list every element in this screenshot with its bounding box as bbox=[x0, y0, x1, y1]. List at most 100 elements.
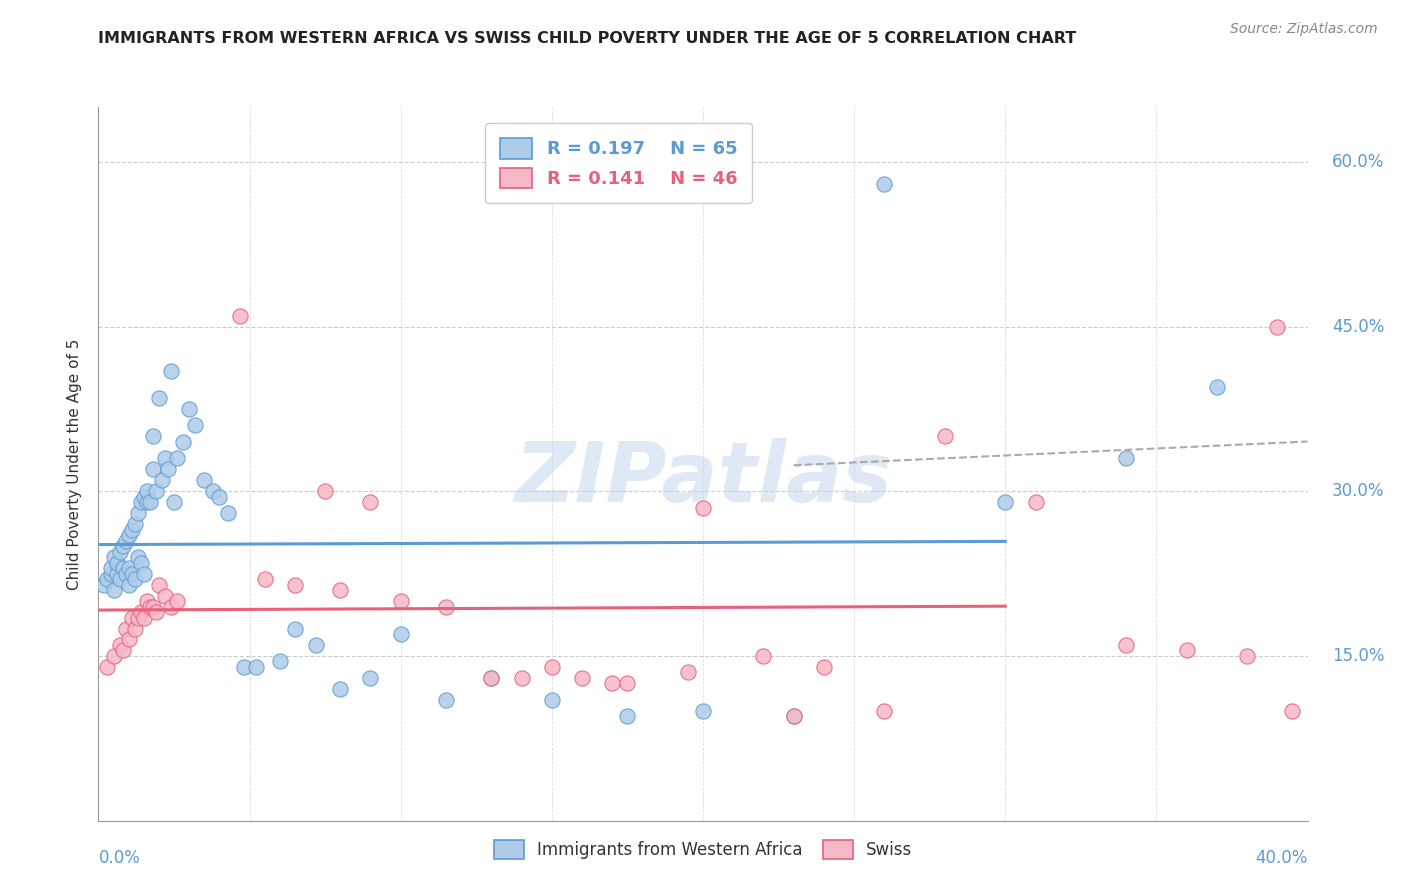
Point bbox=[284, 622, 307, 636]
Point bbox=[142, 599, 165, 614]
Point bbox=[96, 660, 118, 674]
Point bbox=[782, 709, 804, 723]
Point bbox=[389, 627, 412, 641]
Point bbox=[129, 556, 152, 570]
Point bbox=[434, 599, 457, 614]
Point bbox=[135, 594, 157, 608]
Point bbox=[1175, 643, 1198, 657]
Point bbox=[118, 561, 141, 575]
Point bbox=[148, 391, 170, 405]
Point bbox=[124, 622, 146, 636]
Point bbox=[305, 638, 328, 652]
Point bbox=[1115, 638, 1137, 652]
Point bbox=[118, 632, 141, 647]
Point bbox=[121, 566, 143, 581]
Point bbox=[156, 462, 179, 476]
Point bbox=[177, 401, 201, 416]
Point bbox=[103, 583, 125, 598]
Point bbox=[142, 462, 165, 476]
Point bbox=[540, 660, 562, 674]
Point bbox=[139, 495, 162, 509]
Point bbox=[139, 599, 162, 614]
Point bbox=[124, 517, 146, 532]
Point bbox=[129, 495, 152, 509]
Point bbox=[121, 610, 143, 624]
Point bbox=[813, 660, 835, 674]
Point bbox=[752, 648, 775, 663]
Point bbox=[994, 495, 1017, 509]
Point bbox=[150, 473, 173, 487]
Text: ZIPatlas: ZIPatlas bbox=[515, 438, 891, 518]
Point bbox=[329, 681, 352, 696]
Point bbox=[193, 473, 215, 487]
Point bbox=[132, 566, 155, 581]
Point bbox=[100, 566, 122, 581]
Point bbox=[124, 572, 146, 586]
Point bbox=[253, 572, 276, 586]
Point bbox=[160, 599, 183, 614]
Point bbox=[389, 594, 412, 608]
Text: 40.0%: 40.0% bbox=[1256, 849, 1308, 867]
Text: Source: ZipAtlas.com: Source: ZipAtlas.com bbox=[1230, 22, 1378, 37]
Point bbox=[1281, 704, 1303, 718]
Point bbox=[1115, 451, 1137, 466]
Point bbox=[873, 704, 896, 718]
Point bbox=[105, 556, 128, 570]
Point bbox=[616, 676, 638, 690]
Point bbox=[132, 490, 155, 504]
Point bbox=[510, 671, 533, 685]
Point bbox=[111, 643, 134, 657]
Point bbox=[148, 577, 170, 591]
Point bbox=[481, 671, 503, 685]
Point bbox=[166, 594, 188, 608]
Text: 15.0%: 15.0% bbox=[1331, 647, 1385, 665]
Point bbox=[114, 622, 136, 636]
Point bbox=[1236, 648, 1258, 663]
Point bbox=[360, 495, 382, 509]
Point bbox=[118, 528, 141, 542]
Text: 30.0%: 30.0% bbox=[1331, 483, 1385, 500]
Point bbox=[676, 665, 699, 680]
Point bbox=[93, 577, 115, 591]
Point bbox=[934, 429, 956, 443]
Point bbox=[108, 638, 131, 652]
Point bbox=[602, 676, 624, 690]
Point bbox=[202, 484, 225, 499]
Point bbox=[245, 660, 267, 674]
Point bbox=[1024, 495, 1046, 509]
Point bbox=[111, 561, 134, 575]
Point bbox=[208, 490, 231, 504]
Y-axis label: Child Poverty Under the Age of 5: Child Poverty Under the Age of 5 bbox=[67, 338, 83, 590]
Text: IMMIGRANTS FROM WESTERN AFRICA VS SWISS CHILD POVERTY UNDER THE AGE OF 5 CORRELA: IMMIGRANTS FROM WESTERN AFRICA VS SWISS … bbox=[98, 31, 1077, 46]
Text: 60.0%: 60.0% bbox=[1331, 153, 1384, 171]
Point bbox=[105, 566, 128, 581]
Legend: Immigrants from Western Africa, Swiss: Immigrants from Western Africa, Swiss bbox=[486, 833, 920, 866]
Point bbox=[127, 506, 149, 520]
Point bbox=[434, 693, 457, 707]
Text: 45.0%: 45.0% bbox=[1331, 318, 1384, 335]
Point bbox=[1206, 380, 1229, 394]
Point bbox=[111, 539, 134, 553]
Point bbox=[172, 434, 194, 449]
Point bbox=[135, 484, 157, 499]
Point bbox=[142, 429, 165, 443]
Point bbox=[314, 484, 336, 499]
Point bbox=[232, 660, 254, 674]
Point bbox=[145, 605, 167, 619]
Point bbox=[692, 500, 714, 515]
Point bbox=[108, 544, 131, 558]
Point bbox=[103, 550, 125, 565]
Point bbox=[153, 451, 176, 466]
Point bbox=[160, 363, 183, 377]
Point bbox=[329, 583, 352, 598]
Point bbox=[96, 572, 118, 586]
Point bbox=[127, 610, 149, 624]
Point bbox=[153, 589, 176, 603]
Point bbox=[103, 648, 125, 663]
Point bbox=[782, 709, 804, 723]
Point bbox=[1265, 319, 1288, 334]
Point bbox=[571, 671, 593, 685]
Point bbox=[692, 704, 714, 718]
Point bbox=[540, 693, 562, 707]
Point bbox=[114, 533, 136, 548]
